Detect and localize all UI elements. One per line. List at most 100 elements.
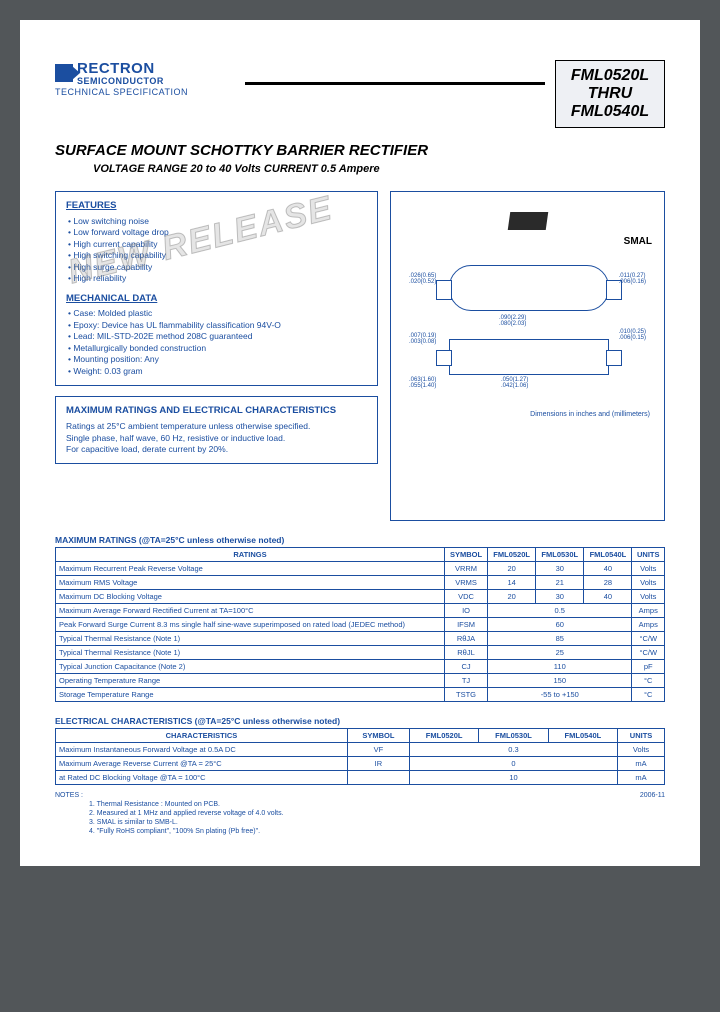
- cell: 0.3: [409, 743, 617, 757]
- cell: TJ: [444, 674, 487, 688]
- dim-text: .063(1.60).055(1.40): [409, 377, 436, 389]
- logo-icon: [55, 64, 73, 82]
- cell: IR: [347, 757, 409, 771]
- cell: 25: [488, 646, 632, 660]
- col-header: UNITS: [618, 729, 665, 743]
- header: RECTRON SEMICONDUCTOR TECHNICAL SPECIFIC…: [55, 60, 665, 128]
- cell: CJ: [444, 660, 487, 674]
- mech-item: Lead: MIL-STD-202E method 208C guarantee…: [68, 331, 367, 342]
- cell: Typical Thermal Resistance (Note 1): [56, 646, 445, 660]
- cell: Operating Temperature Range: [56, 674, 445, 688]
- mech-item: Weight: 0.03 gram: [68, 366, 367, 377]
- dimension-note: Dimensions in inches and (millimeters): [399, 411, 650, 418]
- maxchar-line: Ratings at 25°C ambient temperature unle…: [66, 421, 367, 432]
- cell: 0: [409, 757, 617, 771]
- note-item: 3. SMAL is similar to SMB-L.: [89, 818, 284, 827]
- mech-item: Case: Molded plastic: [68, 308, 367, 319]
- cell: Amps: [632, 604, 665, 618]
- cell: °C: [632, 688, 665, 702]
- col-header: CHARACTERISTICS: [56, 729, 348, 743]
- note-item: 4. "Fully RoHS compliant", "100% Sn plat…: [89, 827, 284, 836]
- page-subtitle: VOLTAGE RANGE 20 to 40 Volts CURRENT 0.5…: [93, 163, 665, 175]
- mech-item: Mounting position: Any: [68, 354, 367, 365]
- logo: RECTRON SEMICONDUCTOR: [55, 60, 235, 86]
- table-row: Typical Thermal Resistance (Note 1)RθJA8…: [56, 632, 665, 646]
- table-row: Maximum DC Blocking VoltageVDC203040Volt…: [56, 590, 665, 604]
- mech-item: Metallurgically bonded construction: [68, 343, 367, 354]
- part-line-1: FML0520L: [566, 67, 654, 85]
- feature-item: High surge capability: [68, 262, 367, 273]
- dim-text: .011(0.27).006(0.16): [619, 273, 646, 285]
- cell: VRRM: [444, 562, 487, 576]
- cell: 85: [488, 632, 632, 646]
- cell: Maximum DC Blocking Voltage: [56, 590, 445, 604]
- cell: 10: [409, 771, 617, 785]
- cell: Storage Temperature Range: [56, 688, 445, 702]
- drawing-side: .007(0.19).003(0.08) .010(0.25).006(0.15…: [399, 333, 656, 403]
- page-title: SURFACE MOUNT SCHOTTKY BARRIER RECTIFIER: [55, 142, 665, 159]
- cell: °C/W: [632, 632, 665, 646]
- maxchar-line: Single phase, half wave, 60 Hz, resistiv…: [66, 433, 367, 444]
- notes-block: NOTES : 1. Thermal Resistance : Mounted …: [55, 791, 665, 836]
- cell: 30: [536, 590, 584, 604]
- col-header: FML0530L: [536, 548, 584, 562]
- cell: 40: [584, 562, 632, 576]
- col-header: FML0540L: [548, 729, 617, 743]
- mech-list: Case: Molded plastic Epoxy: Device has U…: [66, 308, 367, 377]
- dim-text: .010(0.25).006(0.15): [619, 329, 646, 341]
- part-number-box: FML0520L THRU FML0540L: [555, 60, 665, 128]
- table1-title: MAXIMUM RATINGS (@TA=25°C unless otherwi…: [55, 535, 665, 545]
- table-row: Peak Forward Surge Current 8.3 ms single…: [56, 618, 665, 632]
- cell: TSTG: [444, 688, 487, 702]
- maxchar-heading: MAXIMUM RATINGS AND ELECTRICAL CHARACTER…: [66, 405, 367, 418]
- feature-item: Low switching noise: [68, 216, 367, 227]
- max-ratings-table: RATINGSSYMBOLFML0520LFML0530LFML0540LUNI…: [55, 547, 665, 702]
- mech-item: Epoxy: Device has UL flammability classi…: [68, 320, 367, 331]
- cell: Volts: [632, 590, 665, 604]
- cell: mA: [618, 771, 665, 785]
- table-row: Storage Temperature RangeTSTG-55 to +150…: [56, 688, 665, 702]
- header-rule: [245, 82, 545, 85]
- table2-title: ELECTRICAL CHARACTERISTICS (@TA=25°C unl…: [55, 716, 665, 726]
- cell: Maximum RMS Voltage: [56, 576, 445, 590]
- cell: mA: [618, 757, 665, 771]
- features-list: Low switching noise Low forward voltage …: [66, 216, 367, 285]
- col-header: FML0530L: [479, 729, 548, 743]
- package-render: [507, 212, 548, 230]
- cell: VF: [347, 743, 409, 757]
- table-row: Maximum Recurrent Peak Reverse VoltageVR…: [56, 562, 665, 576]
- cell: IFSM: [444, 618, 487, 632]
- cell: Typical Thermal Resistance (Note 1): [56, 632, 445, 646]
- feature-item: High current capability: [68, 239, 367, 250]
- cell: Amps: [632, 618, 665, 632]
- note-item: 2. Measured at 1 MHz and applied reverse…: [89, 809, 284, 818]
- datasheet-page: RECTRON SEMICONDUCTOR TECHNICAL SPECIFIC…: [20, 20, 700, 866]
- logo-spec: TECHNICAL SPECIFICATION: [55, 87, 235, 97]
- features-box: FEATURES Low switching noise Low forward…: [55, 191, 378, 386]
- cell: 40: [584, 590, 632, 604]
- left-column: FEATURES Low switching noise Low forward…: [55, 191, 378, 521]
- dim-text: .090(2.29).080(2.03): [499, 315, 526, 327]
- features-heading: FEATURES: [66, 200, 367, 213]
- table-row: Maximum Average Reverse Current @TA = 25…: [56, 757, 665, 771]
- table-row: Maximum Instantaneous Forward Voltage at…: [56, 743, 665, 757]
- cell: 21: [536, 576, 584, 590]
- table-row: at Rated DC Blocking Voltage @TA = 100°C…: [56, 771, 665, 785]
- cell: 20: [488, 590, 536, 604]
- cell: RθJA: [444, 632, 487, 646]
- feature-item: Low forward voltage drop: [68, 227, 367, 238]
- cell: Volts: [632, 562, 665, 576]
- notes-list: 1. Thermal Resistance : Mounted on PCB. …: [55, 800, 284, 836]
- cell: °C: [632, 674, 665, 688]
- col-header: FML0520L: [488, 548, 536, 562]
- notes-label: NOTES :: [55, 792, 83, 799]
- cell: 150: [488, 674, 632, 688]
- cell: VDC: [444, 590, 487, 604]
- maxchar-line: For capacitive load, derate current by 2…: [66, 444, 367, 455]
- mech-heading: MECHANICAL DATA: [66, 293, 367, 306]
- logo-block: RECTRON SEMICONDUCTOR TECHNICAL SPECIFIC…: [55, 60, 235, 97]
- cell: Maximum Average Reverse Current @TA = 25…: [56, 757, 348, 771]
- table-row: Typical Thermal Resistance (Note 1)RθJL2…: [56, 646, 665, 660]
- cell: Volts: [632, 576, 665, 590]
- package-drawing-box: SMAL .026(0.65).020(0.52) .011(0.27).006…: [390, 191, 665, 521]
